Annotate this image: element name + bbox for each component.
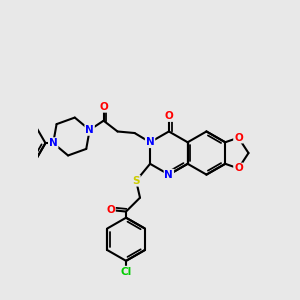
Text: N: N — [85, 125, 94, 135]
Text: O: O — [234, 164, 243, 173]
Text: O: O — [106, 205, 115, 215]
Text: N: N — [49, 138, 58, 148]
Text: N: N — [164, 169, 173, 180]
Text: O: O — [164, 111, 173, 121]
Text: N: N — [146, 137, 154, 147]
Text: S: S — [132, 176, 140, 186]
Text: O: O — [234, 133, 243, 142]
Text: Cl: Cl — [120, 267, 132, 277]
Text: O: O — [99, 102, 108, 112]
